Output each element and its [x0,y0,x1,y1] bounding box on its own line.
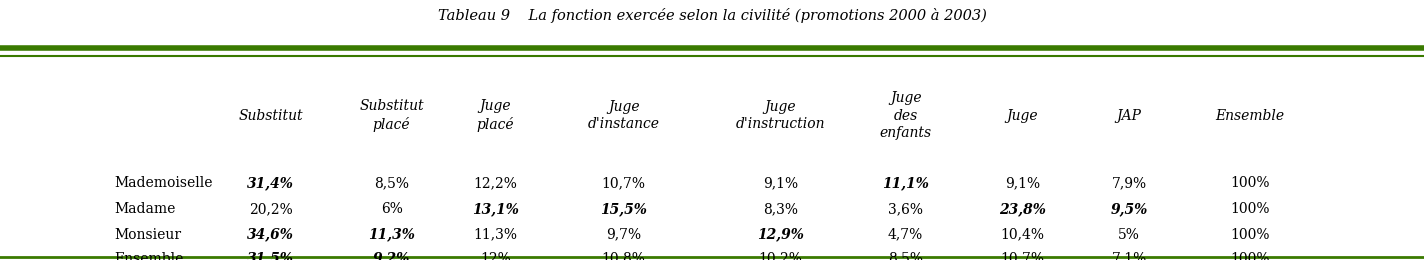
Text: 10,7%: 10,7% [1001,252,1044,260]
Text: Substitut: Substitut [238,109,303,123]
Text: 5%: 5% [1118,228,1141,242]
Text: 10,4%: 10,4% [1001,228,1044,242]
Text: 12,2%: 12,2% [474,176,517,190]
Text: Madame: Madame [114,202,175,216]
Text: 100%: 100% [1230,228,1270,242]
Text: 9,2%: 9,2% [373,252,410,260]
Text: Juge
d'instruction: Juge d'instruction [736,100,824,131]
Text: Mademoiselle: Mademoiselle [114,176,212,190]
Text: 9,1%: 9,1% [763,176,797,190]
Text: 11,3%: 11,3% [474,228,517,242]
Text: 11,3%: 11,3% [369,228,414,242]
Text: Ensemble: Ensemble [1216,109,1284,123]
Text: 8,5%: 8,5% [375,176,409,190]
Text: 20,2%: 20,2% [249,202,292,216]
Text: 100%: 100% [1230,252,1270,260]
Text: 6%: 6% [380,202,403,216]
Text: 4,7%: 4,7% [889,228,923,242]
Text: 31,5%: 31,5% [248,252,293,260]
Text: 15,5%: 15,5% [601,202,646,216]
Text: Juge
d'instance: Juge d'instance [588,100,659,131]
Text: Monsieur: Monsieur [114,228,181,242]
Text: 31,4%: 31,4% [248,176,293,190]
Text: Juge: Juge [1007,109,1038,123]
Text: 13,1%: 13,1% [473,202,518,216]
Text: Juge
placé: Juge placé [477,99,514,132]
Text: 34,6%: 34,6% [248,228,293,242]
Text: 12,9%: 12,9% [758,228,803,242]
Text: 23,8%: 23,8% [1000,202,1045,216]
Text: 9,5%: 9,5% [1111,202,1148,216]
Text: Ensemble: Ensemble [114,252,184,260]
Text: 7,9%: 7,9% [1112,176,1146,190]
Text: 3,6%: 3,6% [889,202,923,216]
Text: 100%: 100% [1230,176,1270,190]
Text: 12%: 12% [480,252,511,260]
Text: 8,5%: 8,5% [889,252,923,260]
Text: 10,8%: 10,8% [602,252,645,260]
Text: Tableau 9    La fonction exercée selon la civilité (promotions 2000 à 2003): Tableau 9 La fonction exercée selon la c… [437,8,987,23]
Text: 10,2%: 10,2% [759,252,802,260]
Text: 8,3%: 8,3% [763,202,797,216]
Text: Juge
des
enfants: Juge des enfants [880,92,931,140]
Text: 11,1%: 11,1% [883,176,928,190]
Text: JAP: JAP [1116,109,1142,123]
Text: 9,1%: 9,1% [1005,176,1040,190]
Text: Substitut
placé: Substitut placé [359,99,424,132]
Text: 100%: 100% [1230,202,1270,216]
Text: 9,7%: 9,7% [607,228,641,242]
Text: 7,1%: 7,1% [1112,252,1146,260]
Text: 10,7%: 10,7% [602,176,645,190]
